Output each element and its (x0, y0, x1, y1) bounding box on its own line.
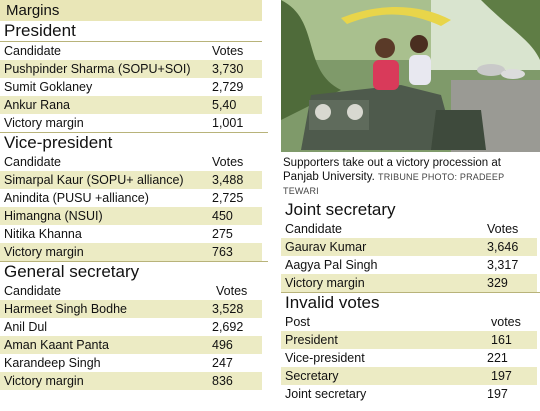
vote-count: 275 (212, 227, 233, 241)
candidate-name: Pushpinder Sharma (SOPU+SOI) (4, 62, 191, 76)
table-header: Candidate Votes (0, 153, 262, 171)
votes-header: Votes (212, 155, 244, 169)
vote-count: 1,001 (212, 116, 244, 130)
candidate-name: Nitika Khanna (4, 227, 82, 241)
votes-header: Votes (216, 284, 248, 298)
candidate-name: Sumit Goklaney (4, 80, 93, 94)
vote-count: 329 (487, 276, 508, 290)
candidate-name: Harmeet Singh Bodhe (4, 302, 127, 316)
table-row: Harmeet Singh Bodhe 3,528 (0, 300, 262, 318)
post-name: Vice-president (285, 351, 365, 365)
caption-text: Supporters take out a victory procession… (283, 157, 501, 183)
table-row: Joint secretary 197 (281, 385, 537, 403)
left-column: Margins President Candidate Votes Pushpi… (0, 0, 268, 390)
table-row: Gaurav Kumar 3,646 (281, 238, 537, 256)
table-row: Victory margin 329 (281, 274, 537, 292)
table-row: Victory margin 1,001 (0, 114, 262, 132)
vote-count: 2,692 (212, 320, 244, 334)
votes-header: votes (491, 315, 521, 329)
vote-count: 763 (212, 245, 233, 259)
vote-count: 197 (491, 369, 512, 383)
candidate-name: Simarpal Kaur (SOPU+ alliance) (4, 173, 184, 187)
right-column: Supporters take out a victory procession… (281, 0, 540, 403)
vote-count: 2,725 (212, 191, 244, 205)
table-row: Himangna (NSUI) 450 (0, 207, 262, 225)
table-header: Candidate Votes (0, 41, 262, 60)
post-name: Secretary (285, 369, 339, 383)
candidate-name: Anindita (PUSU +alliance) (4, 191, 149, 205)
candidate-name: Gaurav Kumar (285, 240, 367, 254)
table-row: Nitika Khanna 275 (0, 225, 262, 243)
vote-count: 450 (212, 209, 233, 223)
table-header: Candidate Votes (0, 282, 262, 300)
candidate-header: Candidate (285, 222, 342, 236)
candidate-header: Candidate (4, 284, 61, 298)
candidate-name: Victory margin (285, 276, 365, 290)
table-row: President 161 (281, 331, 537, 349)
vote-count: 247 (212, 356, 233, 370)
vote-count: 3,646 (487, 240, 519, 254)
photo-illustration (281, 0, 540, 152)
votes-header: Votes (212, 44, 244, 58)
vote-count: 836 (212, 374, 233, 388)
vote-count: 221 (487, 351, 508, 365)
vote-count: 3,528 (212, 302, 244, 316)
candidate-header: Candidate (4, 155, 61, 169)
vote-count: 3,488 (212, 173, 244, 187)
table-row: Anil Dul 2,692 (0, 318, 262, 336)
candidate-name: Victory margin (4, 374, 84, 388)
table-row: Aagya Pal Singh 3,317 (281, 256, 537, 274)
table-row: Sumit Goklaney 2,729 (0, 78, 262, 96)
victory-procession-photo (281, 0, 540, 152)
candidate-name: Karandeep Singh (4, 356, 101, 370)
vote-count: 3,317 (487, 258, 519, 272)
candidate-name: Ankur Rana (4, 98, 71, 112)
president-title: President (4, 21, 76, 40)
table-row: Karandeep Singh 247 (0, 354, 262, 372)
post-name: President (285, 333, 338, 347)
table-row: Ankur Rana 5,40 (0, 96, 262, 114)
vote-count: 161 (491, 333, 512, 347)
vote-count: 496 (212, 338, 233, 352)
photo-credit: TRIBUNE PHOTO: PRADEEP TEWARI (283, 172, 505, 196)
candidate-name: Victory margin (4, 245, 84, 259)
vote-count: 3,730 (212, 62, 244, 76)
table-row: Anindita (PUSU +alliance) 2,725 (0, 189, 262, 207)
joint-secretary-title: Joint secretary (285, 200, 396, 219)
post-name: Joint secretary (285, 387, 367, 401)
vote-count: 5,40 (212, 98, 237, 112)
table-row: Victory margin 836 (0, 372, 262, 390)
margins-banner: Margins (0, 0, 262, 21)
invalid-votes-title: Invalid votes (281, 292, 540, 313)
table-row: Secretary 197 (281, 367, 537, 385)
table-row: Vice-president 221 (281, 349, 537, 367)
table-row: Pushpinder Sharma (SOPU+SOI) 3,730 (0, 60, 262, 78)
vote-count: 197 (487, 387, 508, 401)
votes-header: Votes (487, 222, 519, 236)
candidate-name: Aman Kaant Panta (4, 338, 109, 352)
post-header: Post (285, 315, 311, 329)
general-secretary-title: General secretary (0, 261, 268, 282)
candidate-name: Himangna (NSUI) (4, 209, 103, 223)
table-row: Simarpal Kaur (SOPU+ alliance) 3,488 (0, 171, 262, 189)
photo-caption: Supporters take out a victory procession… (281, 152, 539, 198)
table-row: Aman Kaant Panta 496 (0, 336, 262, 354)
candidate-name: Anil Dul (4, 320, 48, 334)
candidate-header: Candidate (4, 44, 61, 58)
candidate-name: Victory margin (4, 116, 84, 130)
candidate-name: Aagya Pal Singh (285, 258, 378, 272)
table-row: Victory margin 763 (0, 243, 262, 261)
vote-count: 2,729 (212, 80, 244, 94)
table-header: Post votes (281, 313, 537, 331)
vice-president-title: Vice-president (0, 132, 268, 153)
table-header: Candidate Votes (281, 220, 537, 238)
